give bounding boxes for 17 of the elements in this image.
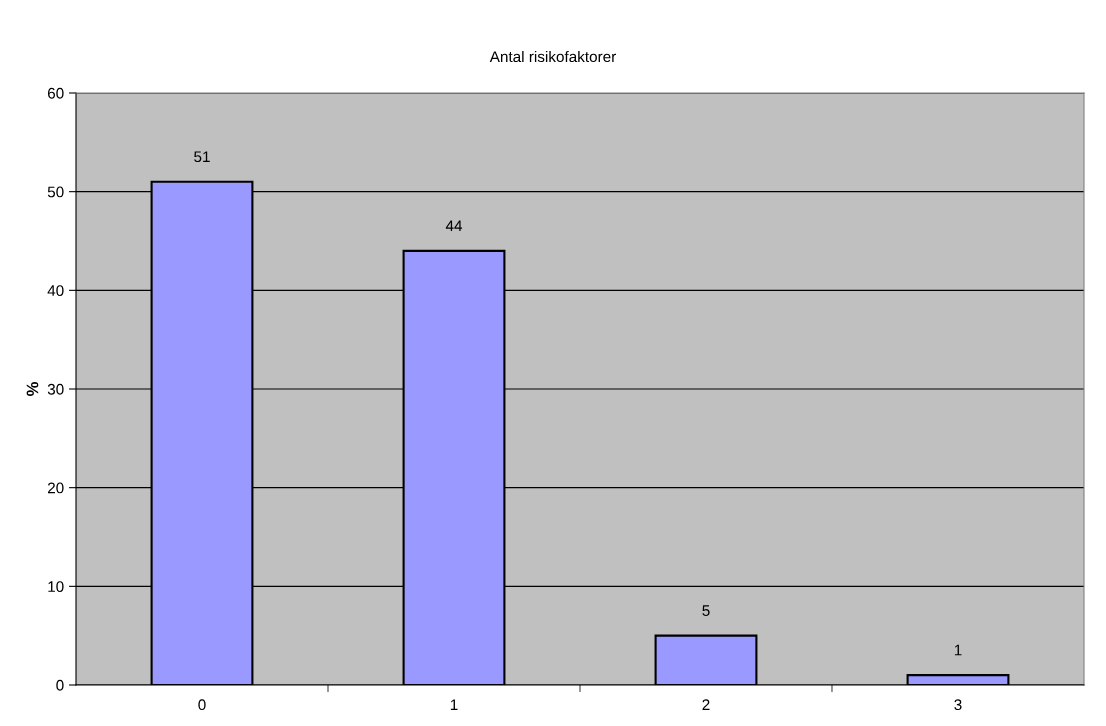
y-tick-label: 40 [47, 285, 64, 297]
data-label: 44 [445, 220, 463, 232]
chart-title: Antal risikofaktorer [489, 50, 617, 63]
data-label: 51 [194, 151, 210, 163]
y-tick-label: 30 [47, 383, 64, 395]
y-tick-label: 60 [47, 87, 64, 99]
y-tick-label: 10 [48, 581, 64, 593]
y-axis-title: % [26, 382, 39, 396]
y-tick-label: 0 [56, 679, 64, 691]
y-tick-label: 50 [47, 186, 64, 198]
x-tick-label: 2 [702, 699, 710, 710]
y-tick-label: 20 [47, 482, 64, 494]
x-tick-label: 1 [450, 699, 458, 710]
data-label: 5 [702, 605, 710, 616]
x-tick-label: 3 [954, 699, 962, 711]
data-label: 1 [954, 644, 962, 656]
x-tick-label: 0 [198, 699, 206, 711]
